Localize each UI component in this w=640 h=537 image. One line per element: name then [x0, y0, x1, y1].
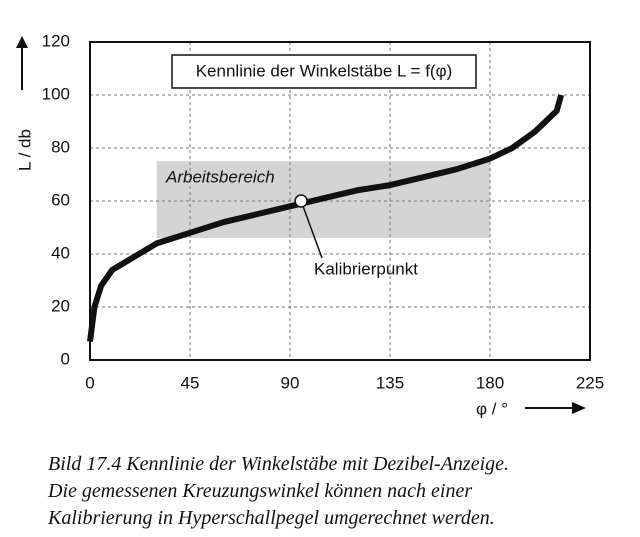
y-tick-label: 20 [51, 296, 70, 315]
y-tick-label: 60 [51, 190, 70, 209]
y-tick-label: 40 [51, 243, 70, 262]
x-tick-label: 0 [85, 373, 94, 392]
y-tick-label: 80 [51, 137, 70, 156]
chart-title: Kennlinie der Winkelstäbe L = f(φ) [196, 61, 453, 80]
x-axis-label: φ / ° [476, 399, 508, 418]
y-tick-label: 100 [42, 84, 70, 103]
plot-frame [89, 41, 591, 361]
y-arrow-head [16, 36, 28, 48]
leader-line [300, 200, 323, 259]
caption-line: Die gemessenen Kreuzungswinkel können na… [47, 480, 472, 502]
x-tick-label: 45 [181, 373, 200, 392]
calibration-point [294, 194, 308, 208]
caption-line: Kalibrierung in Hyperschallpegel umgerec… [47, 507, 495, 529]
x-tick-label: 135 [376, 373, 404, 392]
caption-line: Bild 17.4 Kennlinie der Winkelstäbe mit … [48, 453, 509, 475]
y-tick-label: 0 [61, 349, 70, 368]
x-tick-label: 225 [576, 373, 604, 392]
calibration-label: Kalibrierpunkt [314, 259, 418, 278]
title-box [171, 54, 477, 89]
y-tick-label: 120 [42, 31, 70, 50]
working-range-label: Arbeitsbereich [165, 167, 275, 186]
x-tick-label: 90 [281, 373, 300, 392]
y-axis-label: L / db [15, 129, 34, 171]
x-arrow-head [572, 402, 586, 414]
x-tick-label: 180 [476, 373, 504, 392]
